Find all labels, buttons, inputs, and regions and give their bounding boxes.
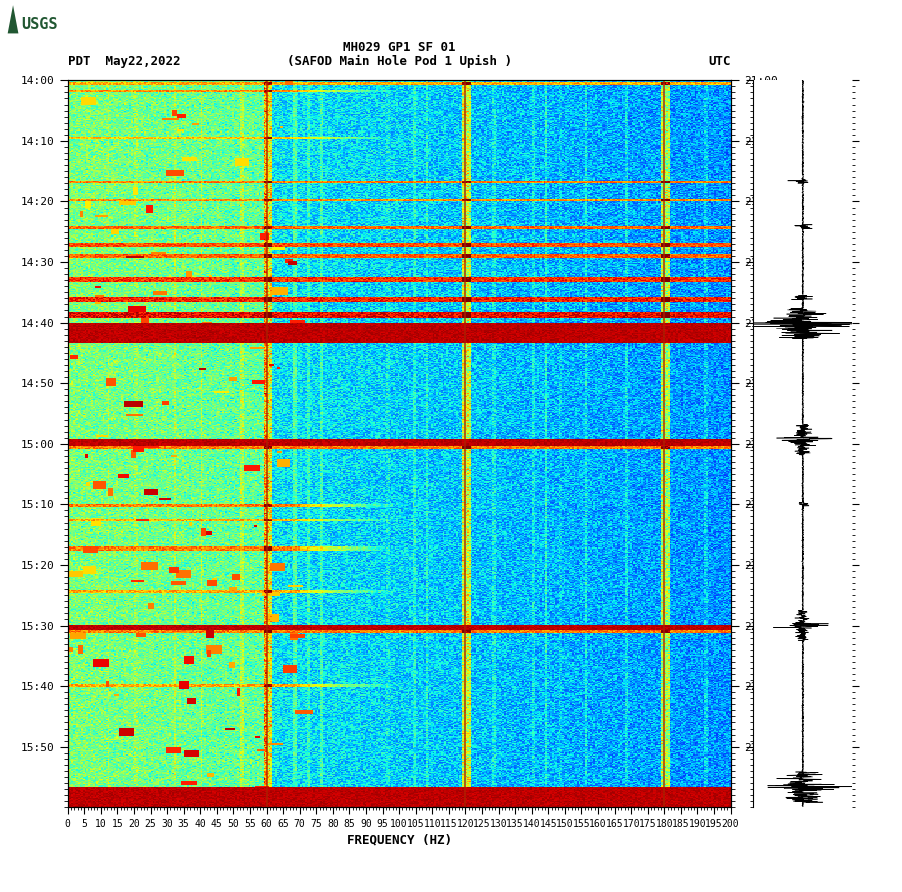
Text: (SAFOD Main Hole Pod 1 Upish ): (SAFOD Main Hole Pod 1 Upish ) bbox=[287, 54, 511, 68]
Polygon shape bbox=[7, 5, 18, 33]
X-axis label: FREQUENCY (HZ): FREQUENCY (HZ) bbox=[346, 833, 452, 847]
Text: MH029 GP1 SF 01: MH029 GP1 SF 01 bbox=[343, 40, 456, 54]
Text: PDT  May22,2022: PDT May22,2022 bbox=[68, 54, 180, 68]
Text: USGS: USGS bbox=[22, 17, 58, 32]
Text: UTC: UTC bbox=[708, 54, 731, 68]
